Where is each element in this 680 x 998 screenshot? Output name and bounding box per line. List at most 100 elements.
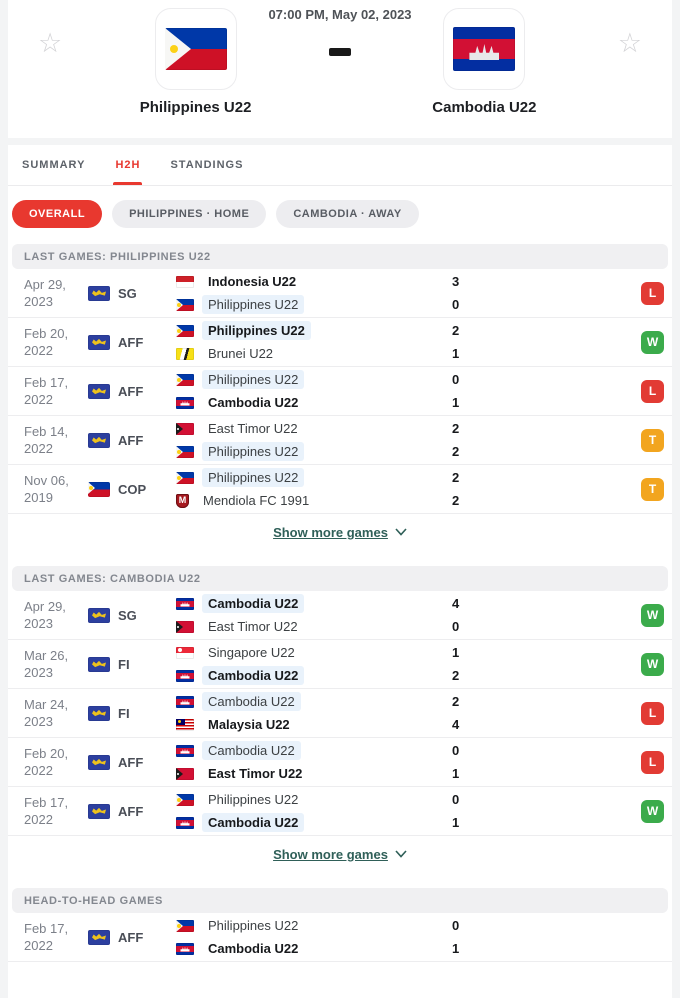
match-row[interactable]: Feb 17, 2022 AFF Philippines U22 Cambodi… — [8, 787, 672, 836]
result-badge-cell: L — [562, 379, 664, 403]
match-row[interactable]: Apr 29, 2023 SG Indonesia U22 Philippine… — [8, 269, 672, 318]
competition: AFF — [88, 432, 176, 448]
filter-overall[interactable]: OVERALL — [12, 200, 103, 228]
competition: AFF — [88, 803, 176, 819]
team-row: Cambodia U22 — [176, 593, 452, 614]
competition-code: FI — [118, 656, 130, 672]
team-score: 0 — [452, 918, 460, 933]
team-name: Cambodia U22 — [202, 594, 305, 613]
team-score: 4 — [452, 717, 460, 732]
team-name: Philippines U22 — [202, 468, 305, 487]
team-score: 1 — [452, 815, 460, 830]
section-rows: Apr 29, 2023 SG Cambodia U22 East Timor … — [8, 591, 672, 836]
result-badge-cell — [562, 926, 664, 949]
team-name: Philippines U22 — [202, 370, 305, 389]
games-section: HEAD-TO-HEAD GAMES Feb 17, 2022 AFF Phil… — [8, 888, 672, 998]
favorite-star-icon-away[interactable]: ☆ — [617, 28, 642, 58]
section-title: LAST GAMES: PHILIPPINES U22 — [12, 244, 668, 269]
match-scores: 4 0 — [452, 593, 562, 637]
team-score: 2 — [452, 323, 460, 338]
team-flag-icon — [176, 471, 194, 484]
team-row: Cambodia U22 — [176, 665, 452, 686]
match-teams: Philippines U22 Mendiola FC 1991 — [176, 467, 452, 511]
sections: LAST GAMES: PHILIPPINES U22 Apr 29, 2023… — [8, 228, 672, 998]
match-date-line1: Mar 24, — [24, 697, 69, 712]
competition-flag-icon — [88, 705, 110, 721]
competition-code: AFF — [118, 929, 144, 945]
competition: FI — [88, 705, 176, 721]
away-team-block[interactable]: Cambodia U22 — [394, 8, 574, 116]
show-more-button[interactable]: Show more games — [8, 836, 672, 872]
match-teams: Philippines U22 Cambodia U22 — [176, 915, 452, 959]
competition-code: AFF — [118, 432, 144, 448]
match-date: Nov 06, 2019 — [24, 472, 88, 506]
filter-cambodia-away[interactable]: CAMBODIA · AWAY — [276, 200, 419, 228]
team-score: 0 — [452, 297, 460, 312]
match-date: Mar 24, 2023 — [24, 696, 88, 730]
team-name: Cambodia U22 — [208, 395, 299, 410]
team-flag-icon — [176, 493, 189, 508]
tab-summary[interactable]: SUMMARY — [22, 159, 86, 171]
team-flag-icon — [176, 669, 194, 682]
games-section: LAST GAMES: CAMBODIA U22 Apr 29, 2023 SG… — [8, 566, 672, 872]
match-date: Feb 17, 2022 — [24, 794, 88, 828]
team-name: Brunei U22 — [208, 346, 274, 361]
match-row[interactable]: Feb 20, 2022 AFF Philippines U22 Brunei … — [8, 318, 672, 367]
competition: SG — [88, 285, 176, 301]
match-row[interactable]: Mar 24, 2023 FI Cambodia U22 Malaysia U2… — [8, 689, 672, 738]
match-row[interactable]: Feb 17, 2022 AFF Philippines U22 Cambodi… — [8, 367, 672, 416]
match-row[interactable]: Mar 26, 2023 FI Singapore U22 Cambodia U… — [8, 640, 672, 689]
tab-h2h[interactable]: H2H — [113, 145, 143, 185]
team-flag-icon — [176, 324, 194, 337]
match-date-line1: Apr 29, — [24, 277, 66, 292]
match-date-line1: Apr 29, — [24, 599, 66, 614]
home-team-block[interactable]: Philippines U22 — [106, 8, 286, 116]
match-row[interactable]: Feb 14, 2022 AFF East Timor U22 Philippi… — [8, 416, 672, 465]
match-date: Feb 20, 2022 — [24, 325, 88, 359]
match-row[interactable]: Apr 29, 2023 SG Cambodia U22 East Timor … — [8, 591, 672, 640]
team-row: Philippines U22 — [176, 467, 452, 488]
competition-flag-icon — [88, 481, 110, 497]
result-badge: W — [641, 603, 664, 627]
match-teams: Indonesia U22 Philippines U22 — [176, 271, 452, 315]
away-team-name: Cambodia U22 — [432, 99, 537, 116]
match-row[interactable]: Feb 20, 2022 AFF Cambodia U22 East Timor… — [8, 738, 672, 787]
team-flag-icon — [176, 298, 194, 311]
match-date-line2: 2022 — [24, 938, 53, 953]
result-badge: T — [641, 428, 664, 452]
result-badge-cell: L — [562, 750, 664, 774]
team-name: Malaysia U22 — [208, 717, 290, 732]
match-scores: 3 0 — [452, 271, 562, 315]
team-flag-icon — [176, 695, 194, 708]
tab-standings[interactable]: STANDINGS — [170, 159, 244, 171]
match-date-line1: Mar 26, — [24, 648, 69, 663]
match-date-line2: 2023 — [24, 616, 53, 631]
team-score: 1 — [452, 941, 460, 956]
away-team-logo[interactable] — [443, 8, 526, 90]
team-flag-icon — [176, 620, 194, 633]
competition: AFF — [88, 383, 176, 399]
match-row[interactable]: Nov 06, 2019 COP Philippines U22 Mendiol… — [8, 465, 672, 514]
competition-flag-icon — [88, 383, 110, 399]
result-badge: L — [641, 379, 664, 403]
team-row: Cambodia U22 — [176, 691, 452, 712]
match-header: 07:00 PM, May 02, 2023 ☆ Philippines U22… — [8, 0, 672, 138]
match-date-line1: Nov 06, — [24, 473, 69, 488]
favorite-star-icon-home[interactable]: ☆ — [38, 28, 63, 58]
team-flag-icon — [176, 793, 194, 806]
competition-flag-icon — [88, 285, 110, 301]
tab-bar: SUMMARY H2H STANDINGS — [8, 145, 672, 186]
chevron-down-icon — [395, 850, 407, 858]
show-more-button[interactable]: Show more games — [8, 514, 672, 550]
home-team-logo[interactable] — [154, 8, 237, 90]
team-flag-icon — [176, 942, 194, 955]
filter-philippines-home[interactable]: PHILIPPINES · HOME — [112, 200, 267, 228]
team-score: 2 — [452, 444, 460, 459]
match-row[interactable]: Feb 17, 2022 AFF Philippines U22 Cambodi… — [8, 913, 672, 962]
competition: FI — [88, 656, 176, 672]
team-row: Malaysia U22 — [176, 714, 452, 735]
team-flag-icon — [176, 718, 194, 731]
team-name: East Timor U22 — [208, 421, 298, 436]
team-flag-icon — [176, 396, 194, 409]
match-date-line2: 2022 — [24, 763, 53, 778]
